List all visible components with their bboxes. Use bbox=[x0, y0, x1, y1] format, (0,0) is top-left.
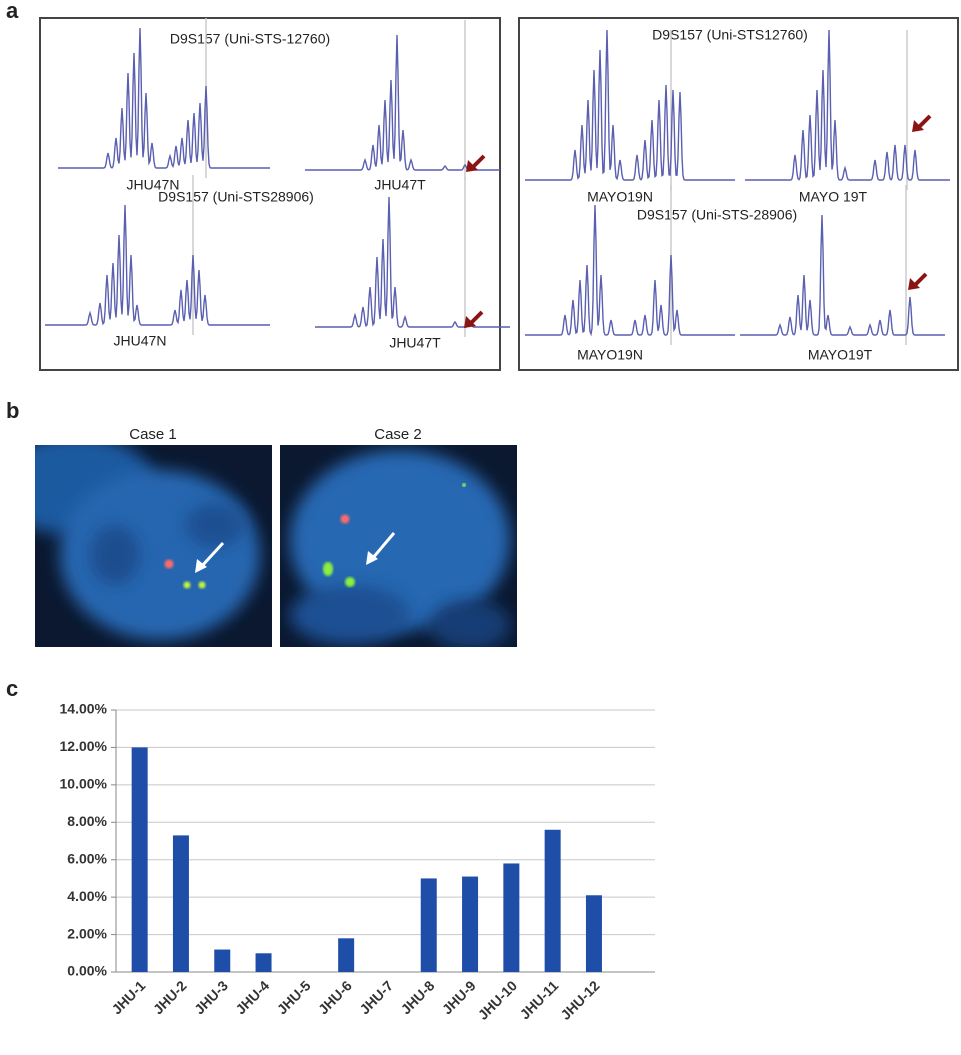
marker-title: D9S157 (Uni-STS-28906) bbox=[637, 207, 797, 223]
arrow bbox=[464, 316, 476, 328]
case-label: Case 2 bbox=[374, 426, 422, 443]
bar bbox=[503, 863, 520, 972]
y-tick-label: 8.00% bbox=[67, 813, 107, 829]
arrow bbox=[908, 278, 920, 290]
trace bbox=[740, 214, 945, 336]
y-tick-label: 14.00% bbox=[60, 701, 108, 717]
y-tick-label: 6.00% bbox=[67, 850, 107, 866]
y-tick-label: 10.00% bbox=[60, 776, 108, 792]
sample-label: JHU47N bbox=[114, 333, 167, 349]
bar bbox=[585, 895, 602, 972]
x-tick-label: JHU-3 bbox=[191, 977, 231, 1017]
fish-image bbox=[35, 445, 272, 647]
x-tick-label: JHU-12 bbox=[557, 977, 603, 1023]
bar bbox=[172, 835, 189, 972]
bar bbox=[420, 878, 437, 972]
x-tick-label: JHU-6 bbox=[315, 977, 355, 1017]
trace bbox=[45, 204, 270, 326]
trace bbox=[315, 196, 510, 328]
sample-label: MAYO19T bbox=[808, 347, 873, 363]
y-tick-label: 0.00% bbox=[67, 963, 107, 979]
sample-label: JHU47T bbox=[374, 177, 426, 193]
marker-title: D9S157 (Uni-STS28906) bbox=[158, 189, 314, 205]
sample-label: MAYO19N bbox=[577, 347, 643, 363]
box bbox=[39, 17, 501, 371]
x-tick-label: JHU-10 bbox=[475, 977, 521, 1023]
y-tick-label: 12.00% bbox=[60, 738, 108, 754]
sample-label: MAYO 19T bbox=[799, 189, 868, 205]
x-tick-label: JHU-7 bbox=[356, 977, 396, 1017]
fish-image bbox=[280, 445, 517, 647]
panel-letter: c bbox=[6, 676, 18, 701]
sample-label: MAYO19N bbox=[587, 189, 653, 205]
sample-label: JHU47T bbox=[389, 335, 441, 351]
marker-title: D9S157 (Uni-STS12760) bbox=[652, 27, 808, 43]
panel-letter: b bbox=[6, 398, 19, 423]
bar-chart: 0.00% 2.00% 4.00% 6.00% 8.00% 10.00% 12.00% 14.… bbox=[60, 701, 655, 1023]
case-label: Case 1 bbox=[129, 426, 177, 443]
bar bbox=[214, 949, 231, 972]
trace bbox=[745, 29, 950, 181]
x-tick-label: JHU-4 bbox=[232, 977, 272, 1017]
bar bbox=[255, 953, 272, 972]
bar bbox=[131, 747, 148, 972]
x-tick-label: JHU-2 bbox=[150, 977, 190, 1017]
bar bbox=[462, 876, 479, 972]
x-tick-label: JHU-9 bbox=[439, 977, 479, 1017]
y-tick-label: 4.00% bbox=[67, 888, 107, 904]
x-tick-label: JHU-1 bbox=[108, 977, 148, 1017]
chromatograms bbox=[45, 18, 950, 345]
x-tick-label: JHU-5 bbox=[274, 977, 314, 1017]
box bbox=[518, 17, 959, 371]
panel-letter: a bbox=[6, 0, 19, 23]
trace bbox=[58, 27, 270, 169]
y-tick-label: 2.00% bbox=[67, 925, 107, 941]
arrow bbox=[912, 120, 924, 132]
marker-title: D9S157 (Uni-STS-12760) bbox=[170, 31, 330, 47]
trace bbox=[525, 204, 735, 337]
x-tick-label: JHU-11 bbox=[517, 977, 562, 1022]
trace bbox=[525, 29, 735, 181]
arrow bbox=[466, 160, 478, 172]
sample-label: JHU47N bbox=[127, 177, 180, 193]
trace bbox=[305, 34, 500, 171]
bar bbox=[338, 938, 355, 972]
bar bbox=[544, 829, 561, 972]
x-tick-label: JHU-8 bbox=[398, 977, 438, 1017]
